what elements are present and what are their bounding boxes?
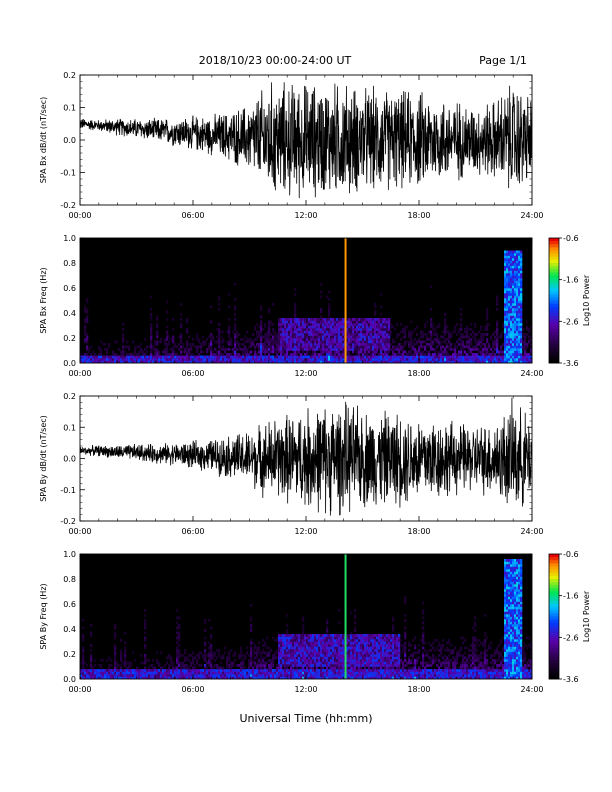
colorbar-tick-label: -1.6 [563,276,579,285]
y-tick-label: -0.2 [60,201,76,210]
y-tick-label: 0.0 [63,455,76,464]
x-tick-label: 12:00 [294,685,317,694]
x-tick-label: 24:00 [520,211,543,220]
by_timeseries-trace [80,397,532,516]
x-tick-label: 06:00 [181,369,204,378]
x-tick-label: 06:00 [181,211,204,220]
x-tick-label: 12:00 [294,369,317,378]
x-tick-label: 06:00 [181,685,204,694]
bx_spectrogram-cells [80,250,533,364]
y-tick-label: 0.2 [63,392,76,401]
y-axis-label: SPA Bx Freq (Hz) [39,267,48,333]
bx_spectrogram-colorbar: -0.6 -1.6 -2.6 -3.6 Log10 Power [548,234,591,368]
y-tick-label: 0.2 [63,334,76,343]
x-tick-label: 12:00 [294,211,317,220]
y-tick-label: 0.0 [63,136,76,145]
x-tick-label: 18:00 [407,685,430,694]
y-axis-label: SPA By Freq (Hz) [39,583,48,649]
x-tick-label: 18:00 [407,369,430,378]
y-tick-label: 1.0 [63,234,76,243]
y-tick-label: -0.1 [60,169,76,178]
y-tick-label: 0.1 [63,104,76,113]
page-label: Page 1/1 [479,54,527,67]
y-axis-label: SPA Bx dB/dt (nT/sec) [39,97,48,184]
by_spectrogram-colorbar: -0.6 -1.6 -2.6 -3.6 Log10 Power [548,550,591,684]
colorbar-tick-label: -1.6 [563,592,579,601]
y-tick-label: 0.2 [63,71,76,80]
plot-title: 2018/10/23 00:00-24:00 UT [199,54,352,67]
y-tick-label: 0.6 [63,600,76,609]
y-tick-label: 0.4 [63,309,76,318]
y-axis-label: SPA By dB/dt (nT/sec) [39,415,48,502]
x-axis-title: Universal Time (hh:mm) [240,712,373,725]
x-tick-label: 00:00 [68,211,91,220]
colorbar-tick-label: -2.6 [563,633,579,642]
y-tick-label: 0.8 [63,259,76,268]
y-tick-label: 0.1 [63,423,76,432]
y-tick-label: 0.0 [63,675,76,684]
x-tick-label: 24:00 [520,527,543,536]
by_timeseries-panel: 00:00 06:00 12:00 18:00 24:00 0.2 0.1 0.0 -0.1 -0… [39,392,544,536]
y-tick-label: 0.6 [63,284,76,293]
y-tick-label: -0.2 [60,517,76,526]
colorbar-tick-label: -0.6 [563,234,579,243]
y-tick-label: 0.2 [63,650,76,659]
colorbar-tick-label: -0.6 [563,550,579,559]
x-tick-label: 12:00 [294,527,317,536]
colorbar-tick-label: -2.6 [563,317,579,326]
colorbar-tick-label: -3.6 [563,675,579,684]
panels-container: 00:00 06:00 12:00 18:00 24:00 0.2 0.1 0.0 -0.1 -0… [39,71,591,694]
x-tick-label: 06:00 [181,527,204,536]
colorbar-label: Log10 Power [582,274,591,326]
x-tick-label: 00:00 [68,369,91,378]
by_spectrogram-cells [80,559,533,680]
by_spectrogram-panel: -0.6 -1.6 -2.6 -3.6 Log10 Power 00:00 06:00 12:… [39,550,591,694]
x-tick-label: 00:00 [68,527,91,536]
colorbar-tick-label: -3.6 [563,359,579,368]
bx_spectrogram-panel: -0.6 -1.6 -2.6 -3.6 Log10 Power 00:00 06:00 12:… [39,234,591,378]
bx_timeseries-panel: 00:00 06:00 12:00 18:00 24:00 0.2 0.1 0.0 -0.1 -0… [39,71,544,220]
x-tick-label: 24:00 [520,369,543,378]
bx_timeseries-trace [80,82,532,199]
y-tick-label: 0.8 [63,575,76,584]
x-tick-label: 00:00 [68,685,91,694]
x-tick-label: 24:00 [520,685,543,694]
y-tick-label: 1.0 [63,550,76,559]
x-tick-label: 18:00 [407,527,430,536]
x-tick-label: 18:00 [407,211,430,220]
colorbar-label: Log10 Power [582,590,591,642]
y-tick-label: -0.1 [60,486,76,495]
y-tick-label: 0.4 [63,625,76,634]
y-tick-label: 0.0 [63,359,76,368]
